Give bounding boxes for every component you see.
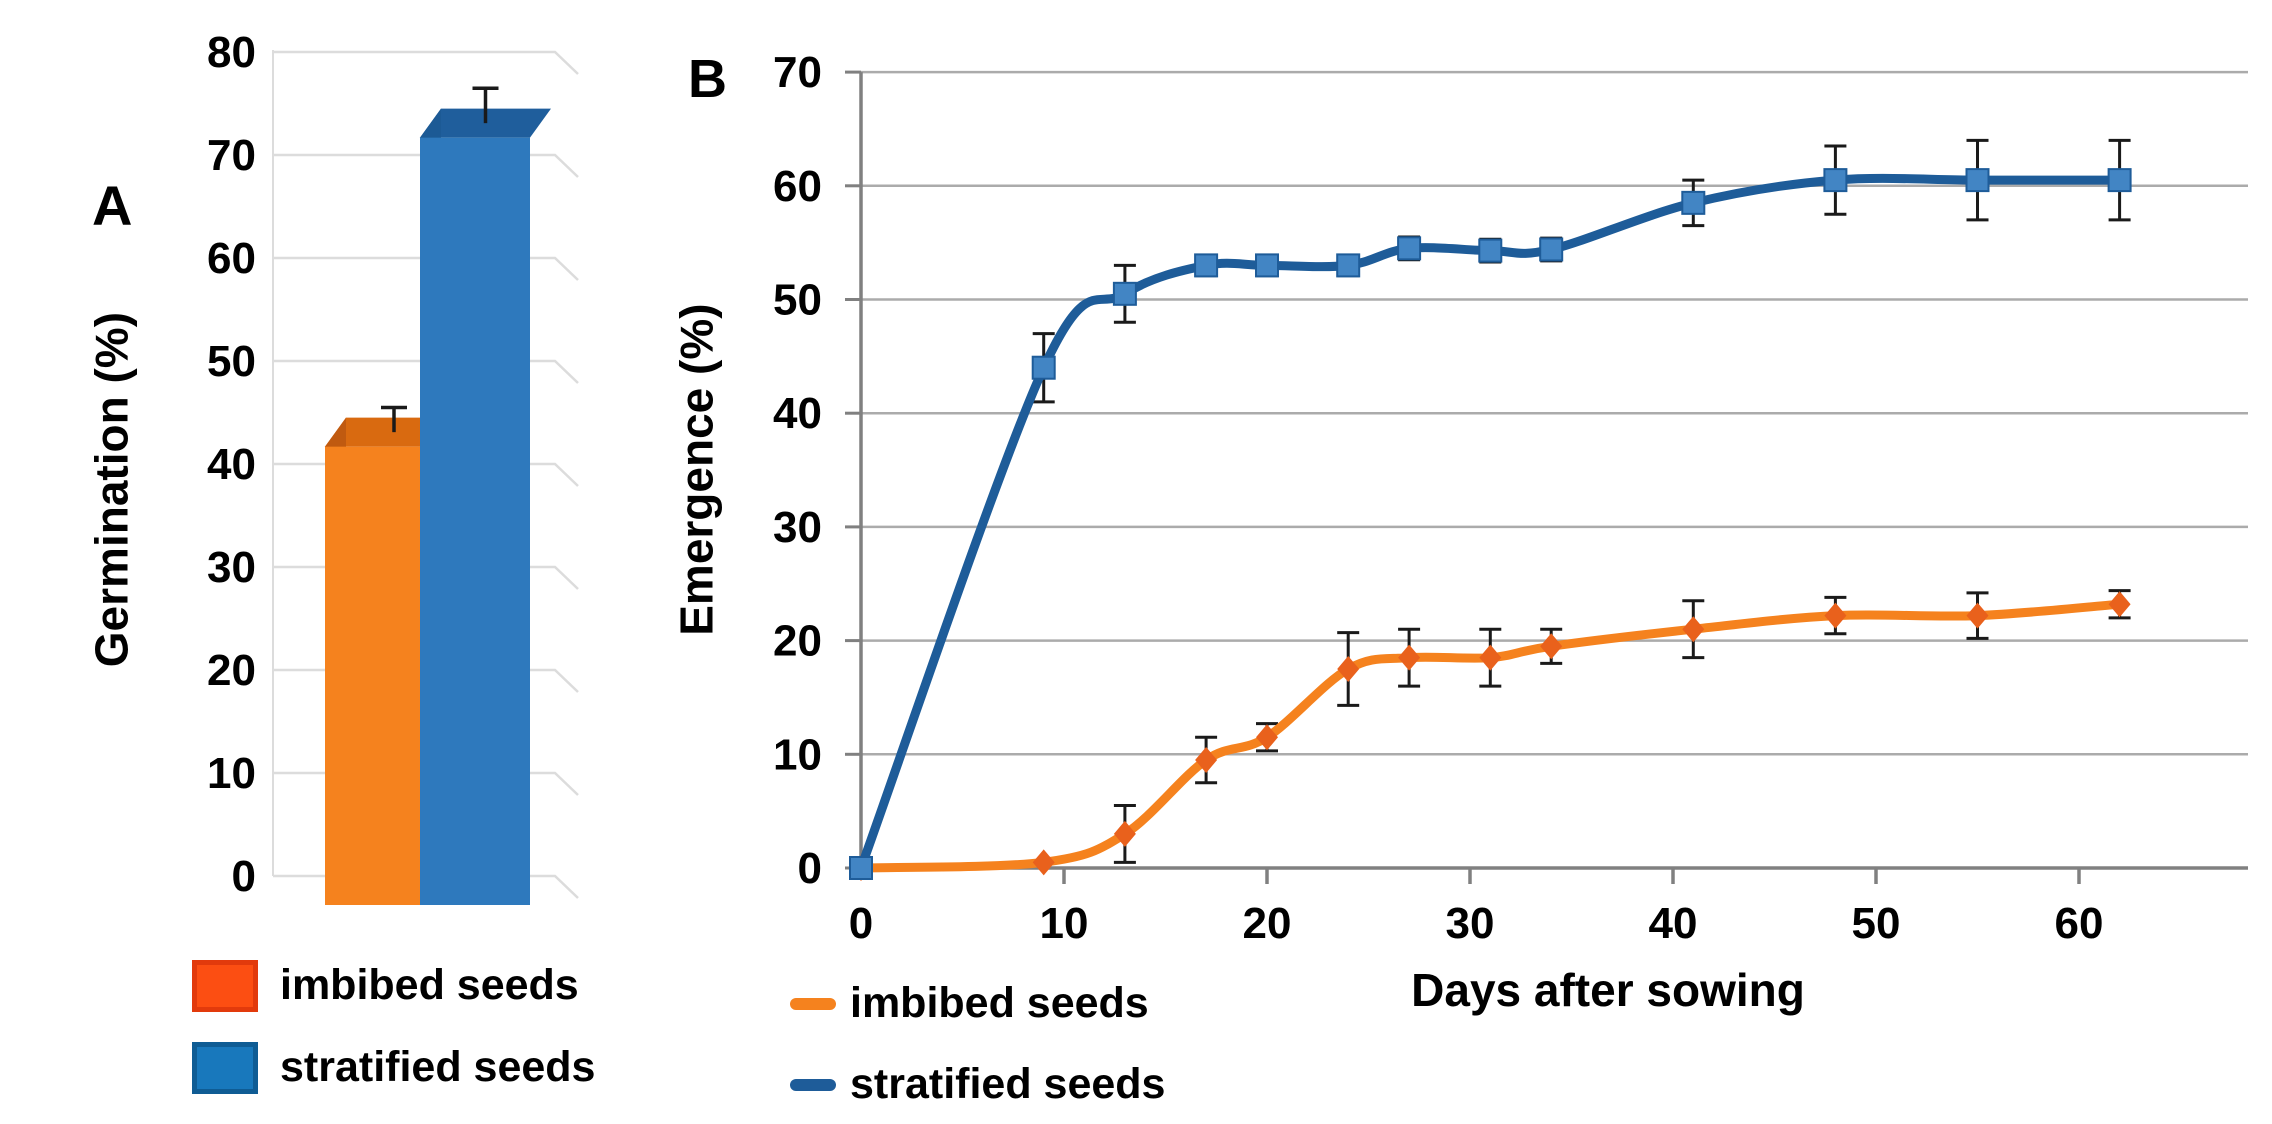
tick-label: 20: [207, 646, 256, 695]
data-point-marker: [1540, 633, 1563, 660]
bars: [325, 86, 551, 905]
data-point-marker: [1032, 849, 1055, 876]
tick-label: 40: [1649, 899, 1698, 948]
gridline: [273, 50, 579, 75]
stratified-seeds-line-swatch: [790, 1078, 836, 1091]
tick-label: 30: [773, 503, 822, 552]
tick-label: 60: [773, 162, 822, 211]
tick-label: 50: [207, 337, 256, 386]
tick-label: 40: [773, 389, 822, 438]
gridlines: [845, 70, 2248, 870]
tick-label: 30: [207, 543, 256, 592]
tick-label: 60: [207, 234, 256, 283]
data-point-marker: [1681, 190, 1706, 215]
data-point-marker: [1398, 644, 1421, 671]
stratified-seeds-label: stratified seeds: [850, 1060, 1166, 1109]
tick-label: 20: [773, 617, 822, 666]
tick-label: 0: [849, 899, 873, 948]
data-point-marker: [1397, 236, 1422, 261]
imbibed-seeds-swatch: [192, 960, 258, 1012]
series-stratified-seeds: [849, 138, 2132, 880]
series-line: [856, 173, 2125, 873]
tick-label: 20: [1243, 899, 1292, 948]
gridline: [273, 256, 579, 281]
imbibed-seeds-label: imbibed seeds: [850, 979, 1149, 1027]
data-point-marker: [1965, 168, 1990, 193]
tick-label: 70: [773, 48, 822, 97]
tick-label: 70: [207, 131, 256, 180]
legend-item-imbibed: imbibed seeds: [790, 979, 1165, 1027]
data-point-marker: [1112, 281, 1137, 306]
emergence-legend: imbibed seeds stratified seeds: [790, 979, 1166, 1109]
tick-label: 50: [1852, 899, 1901, 948]
emergence-line-chart: 0 10 20 30 40 50 60 70 0 10 20 30 40 50 60: [773, 48, 2248, 948]
panel-a-label: A: [92, 174, 133, 237]
data-point-marker: [1195, 746, 1218, 773]
data-point-marker: [1336, 253, 1361, 278]
data-point-marker: [2107, 168, 2132, 193]
panel-b-label: B: [688, 49, 727, 109]
data-point-marker: [1031, 355, 1056, 380]
data-point-marker: [1823, 168, 1848, 193]
data-point-marker: [1682, 616, 1705, 643]
data-point-marker: [1113, 820, 1136, 847]
bar-stratified-seeds: [420, 86, 551, 905]
germination-legend: imbibed seeds stratified seeds: [192, 960, 595, 1094]
error-bar: [472, 86, 499, 124]
data-point-marker: [1194, 253, 1219, 278]
tick-label: 0: [232, 852, 256, 901]
axes: [859, 72, 2248, 884]
bar-front-face: [420, 137, 530, 905]
imbibed-seeds-line-swatch: [790, 997, 836, 1010]
tick-label: 80: [207, 28, 256, 77]
tick-label: 10: [207, 749, 256, 798]
legend-item-imbibed: imbibed seeds: [192, 960, 595, 1012]
tick-label: 10: [773, 730, 822, 779]
tick-label: 30: [1446, 899, 1495, 948]
gridline: [273, 153, 579, 178]
data-point-marker: [1824, 602, 1847, 629]
error-bar: [381, 405, 407, 433]
series-imbibed-seeds: [850, 589, 2131, 881]
data-point-marker: [1966, 602, 1989, 629]
imbibed-seeds-label: imbibed seeds: [280, 961, 579, 1010]
emergence-y-axis-title: Emergence (%): [670, 303, 723, 636]
tick-label: 40: [207, 440, 256, 489]
data-point-marker: [1478, 238, 1503, 263]
data-point-marker: [1255, 253, 1279, 278]
legend-item-stratified: stratified seeds: [790, 1060, 1166, 1109]
germination-bar-chart: 0 10 20 30 40 50 60 70 80: [207, 28, 579, 905]
tick-label: 50: [773, 276, 822, 325]
markers: [849, 168, 2132, 880]
stratified-seeds-swatch: [192, 1042, 258, 1094]
germination-y-axis-title: Germination (%): [85, 311, 138, 668]
emergence-x-axis-title: Days after sowing: [1411, 964, 1805, 1016]
tick-label: 0: [798, 844, 822, 893]
tick-label: 10: [1040, 899, 1089, 948]
gridline: [273, 359, 579, 384]
data-point-marker: [1479, 644, 1502, 671]
data-point-marker: [2108, 591, 2131, 618]
tick-label: 60: [2055, 899, 2104, 948]
legend-item-stratified: stratified seeds: [192, 1042, 595, 1094]
data-point-marker: [1256, 724, 1278, 751]
data-point-marker: [1337, 656, 1360, 683]
data-point-marker: [1539, 237, 1564, 262]
data-point-marker: [849, 856, 873, 880]
stratified-seeds-label: stratified seeds: [280, 1043, 596, 1092]
